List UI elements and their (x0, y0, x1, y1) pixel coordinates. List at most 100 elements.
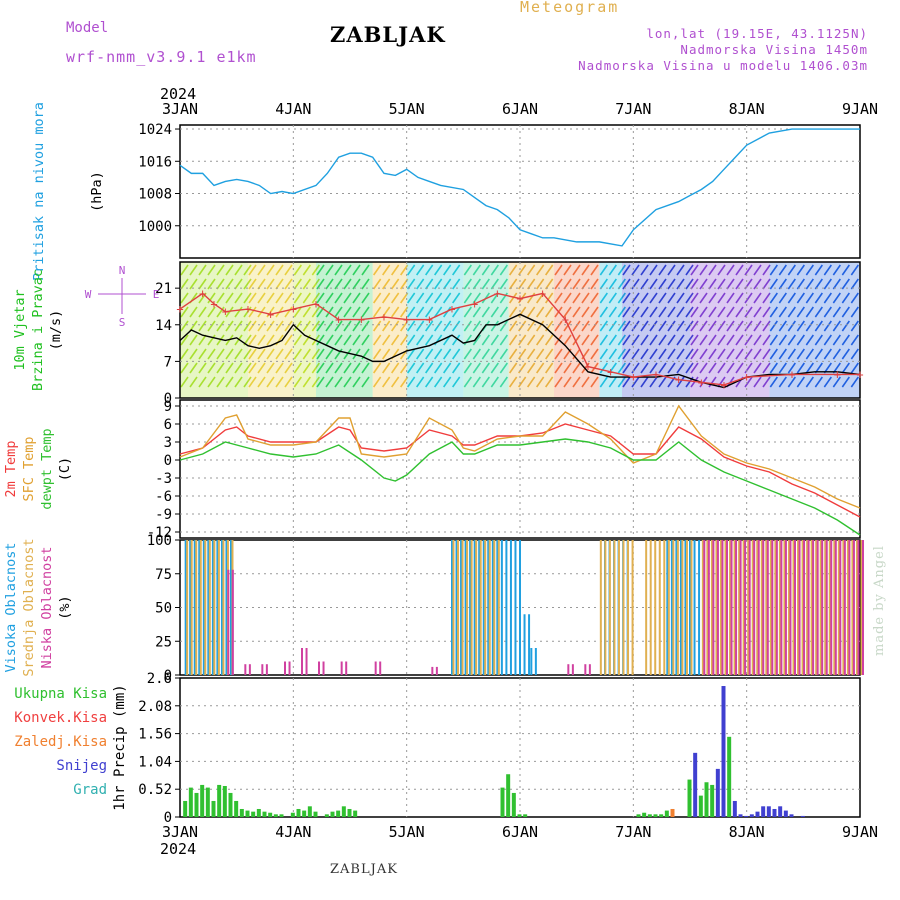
wind-arrow (769, 278, 778, 290)
precip-bar (670, 808, 675, 817)
wind-arrow (180, 292, 189, 304)
coordinates-label: lon,lat (19.15E, 43.1125N) (646, 26, 868, 41)
gust-marker: + (698, 375, 705, 389)
wind-arrow (499, 362, 508, 374)
wind-arrow (207, 376, 216, 388)
precip-bar (636, 814, 641, 817)
wind-arrow (667, 306, 676, 318)
wind-arrow (796, 362, 805, 374)
wind-arrow (841, 320, 850, 332)
wind-arrow (293, 348, 302, 360)
wind-arrow (769, 376, 778, 388)
wind-arrow (499, 292, 508, 304)
precip-bar (290, 812, 295, 817)
series-line (179, 423, 861, 518)
wind-arrow (667, 264, 676, 276)
wind-arrow (302, 292, 311, 304)
wind-arrow (248, 278, 257, 290)
precip-bar (341, 806, 346, 817)
gust-marker: + (630, 370, 637, 384)
wind-arrow (631, 306, 640, 318)
gust-marker: + (176, 302, 183, 316)
wind-arrow (744, 264, 753, 276)
wind-arrow (509, 362, 518, 374)
precip-bar (659, 814, 664, 817)
wind-arrow (667, 278, 676, 290)
wind-arrow (293, 376, 302, 388)
wind-arrow (590, 348, 599, 360)
precip-bar (302, 810, 307, 817)
wind-arrow (667, 334, 676, 346)
wind-arrow (325, 306, 334, 318)
wind-arrow (753, 292, 762, 304)
wind-arrow (225, 320, 234, 332)
precip-bar (307, 806, 312, 817)
precip-bar (228, 792, 233, 817)
precip-bar (721, 686, 726, 817)
wind-arrow (257, 362, 266, 374)
wind-arrow (685, 292, 694, 304)
wind-arrow (599, 306, 608, 318)
precip-bar (183, 800, 188, 817)
wind-arrow (198, 362, 207, 374)
wind-arrow (416, 264, 425, 276)
wind-arrow (690, 278, 699, 290)
wind-arrow (352, 278, 361, 290)
wind-arrow (198, 334, 207, 346)
wind-arrow (391, 264, 400, 276)
wind-arrow (676, 334, 685, 346)
compass-east-label: E (153, 288, 160, 301)
wind-arrow (373, 306, 382, 318)
wind-arrow (180, 306, 189, 318)
wind-arrow (622, 292, 631, 304)
precip-bar (727, 736, 732, 817)
wind-arrow (805, 278, 814, 290)
wind-arrow (699, 278, 708, 290)
wind-arrow (391, 292, 400, 304)
wind-arrow (275, 348, 284, 360)
wind-arrow (425, 306, 434, 318)
wind-arrow (490, 334, 499, 346)
wind-arrow (527, 348, 536, 360)
wind-arrow (708, 292, 717, 304)
wind-arrow (180, 348, 189, 360)
altitude-label: Nadmorska Visina 1450m (680, 42, 868, 57)
wind-arrow (769, 320, 778, 332)
wind-arrow (563, 334, 572, 346)
wind-arrow (545, 292, 554, 304)
wind-arrow (778, 334, 787, 346)
wind-arrow (443, 320, 452, 332)
wind-arrow (735, 278, 744, 290)
wind-arrow (527, 362, 536, 374)
wind-arrow (708, 376, 717, 388)
precip-bar (778, 806, 783, 817)
wind-arrow (452, 348, 461, 360)
wind-arrow (832, 306, 841, 318)
wind-arrow (708, 334, 717, 346)
wind-arrow (563, 292, 572, 304)
wind-arrow (823, 348, 832, 360)
wind-arrow (599, 376, 608, 388)
wind-arrow (443, 376, 452, 388)
precip-bar (313, 811, 318, 817)
wind-arrow (391, 278, 400, 290)
y-tick-label: 7 (164, 354, 172, 370)
wind-arrow (617, 348, 626, 360)
wind-arrow (352, 320, 361, 332)
wind-arrow (248, 362, 257, 374)
wind-arrow (257, 376, 266, 388)
wind-arrow (622, 334, 631, 346)
wind-arrow (490, 362, 499, 374)
wind-arrow (472, 376, 481, 388)
y-tick-label: 6 (164, 417, 172, 433)
wind-arrow (243, 348, 252, 360)
wind-arrow (463, 306, 472, 318)
wind-arrow (805, 320, 814, 332)
wind-arrow (391, 362, 400, 374)
wind-arrow (631, 376, 640, 388)
wind-arrow (658, 348, 667, 360)
wind-arrow (796, 278, 805, 290)
wind-arrow (248, 348, 257, 360)
wind-arrow (225, 292, 234, 304)
wind-arrow (832, 348, 841, 360)
